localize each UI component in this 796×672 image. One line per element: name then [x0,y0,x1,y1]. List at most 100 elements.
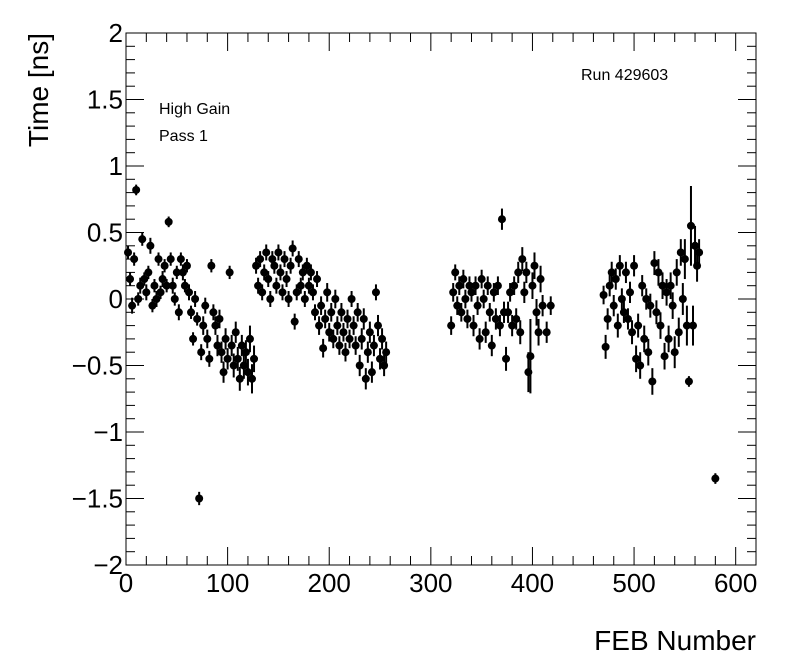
data-marker [662,288,671,297]
data-marker [603,314,612,323]
data-point [300,291,309,307]
data-marker [146,241,155,250]
data-point [170,292,179,306]
data-marker [359,314,368,323]
data-marker [355,361,364,370]
data-marker [676,248,685,257]
data-point [367,361,376,383]
data-marker [166,255,175,264]
data-marker [516,328,525,337]
data-point [197,344,206,361]
data-marker [250,354,259,363]
data-marker [640,334,649,343]
x-axis-title: FEB Number [594,625,756,656]
data-marker [479,295,488,303]
data-marker [502,354,511,363]
data-point [144,265,153,280]
data-marker [534,328,543,337]
data-marker [607,268,616,277]
data-marker [156,288,165,297]
data-point [162,279,171,293]
data-marker [140,275,149,284]
data-point [231,321,240,343]
data-point [654,259,663,286]
data-marker [233,354,242,363]
data-point [514,261,523,284]
data-marker [459,275,468,284]
data-point [213,334,222,357]
data-point [245,325,254,353]
data-point [331,289,340,309]
data-point [333,316,342,335]
data-point [142,284,151,301]
data-point [489,283,498,302]
data-point [467,283,476,302]
data-point [221,328,230,350]
data-marker [176,255,185,264]
data-point [473,296,482,315]
data-marker [213,341,222,350]
data-point [252,257,261,274]
x-tick-label: 0 [119,568,133,598]
data-marker [648,377,657,386]
data-marker [656,321,665,330]
data-point [323,283,332,302]
data-marker [306,268,315,277]
data-point [660,342,669,370]
data-point [164,216,173,228]
data-marker [611,275,620,284]
data-point [254,277,263,294]
data-marker [209,308,218,317]
data-point [317,296,326,315]
data-point [189,332,198,346]
data-point [628,320,637,345]
data-marker [138,235,147,244]
data-point [506,283,515,302]
data-point [294,251,303,268]
data-marker [632,354,641,363]
data-point [264,271,273,288]
data-marker [644,348,653,357]
data-point [217,341,226,363]
data-marker [642,295,651,303]
data-point [664,325,673,353]
data-point [357,328,366,350]
x-tick-label: 600 [714,568,757,598]
data-point [258,284,267,301]
data-marker [485,308,494,317]
data-marker [382,348,391,357]
data-point [530,252,539,280]
data-point [623,308,632,330]
data-point [626,281,634,303]
data-marker [599,291,608,300]
data-marker [457,308,466,317]
data-marker [292,288,301,297]
data-point [306,264,315,281]
data-marker [623,314,632,323]
data-marker [311,308,319,317]
data-marker [630,261,639,270]
data-point [451,264,460,281]
data-point [290,313,299,330]
data-marker [491,314,500,323]
data-marker [463,314,472,323]
data-marker [235,374,244,383]
data-point [471,276,480,296]
x-tick-label: 200 [308,568,351,598]
data-point [542,321,551,343]
data-point [518,247,527,272]
data-point [280,251,289,268]
data-marker [215,314,224,323]
data-point [615,255,624,277]
data-point [229,353,238,378]
data-marker [652,308,661,317]
data-point [282,271,291,288]
data-point [292,284,301,301]
data-marker [636,361,645,370]
data-point [691,225,700,266]
data-point [223,348,232,370]
data-marker [227,341,236,350]
data-point [495,314,504,337]
data-marker [333,321,342,330]
data-point [650,251,659,276]
